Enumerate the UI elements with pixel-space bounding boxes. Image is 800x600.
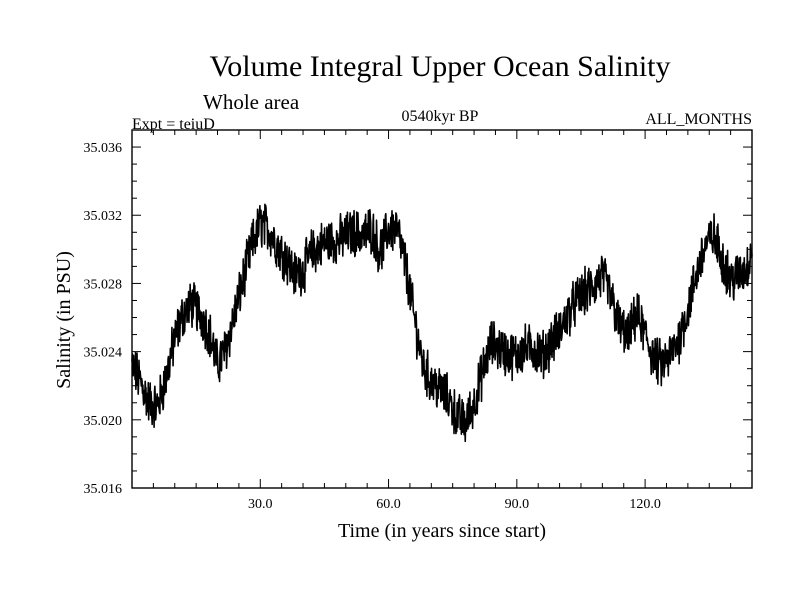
x-axis-label: Time (in years since start) <box>337 520 547 542</box>
y-tick-label: 35.016 <box>84 482 123 497</box>
y-tick-label: 35.032 <box>84 209 123 224</box>
x-axis: 30.0 60.0 90.0 120.0 <box>152 130 732 512</box>
chart-subtitle: Whole area <box>203 90 300 114</box>
x-tick-label: 120.0 <box>629 497 661 512</box>
plot-frame <box>131 129 753 489</box>
months-label: ALL_MONTHS <box>645 111 752 128</box>
y-tick-label: 35.028 <box>84 277 123 292</box>
chart-title: Volume Integral Upper Ocean Salinity <box>209 50 671 83</box>
experiment-label: Expt = teiuD <box>132 116 215 133</box>
series-layer <box>131 203 753 443</box>
y-tick-label: 35.024 <box>84 346 123 361</box>
y-axis: 35.016 35.020 35.024 35.028 35.032 35.036 <box>84 129 752 497</box>
y-tick-label: 35.020 <box>84 414 123 429</box>
y-tick-label: 35.036 <box>84 141 123 156</box>
y-axis-label: Salinity (in PSU) <box>53 251 75 389</box>
x-tick-label: 30.0 <box>248 497 273 512</box>
x-tick-label: 90.0 <box>505 497 530 512</box>
period-label: 0540kyr BP <box>401 108 479 125</box>
x-tick-label: 60.0 <box>376 497 401 512</box>
salinity-series-line <box>131 203 753 443</box>
